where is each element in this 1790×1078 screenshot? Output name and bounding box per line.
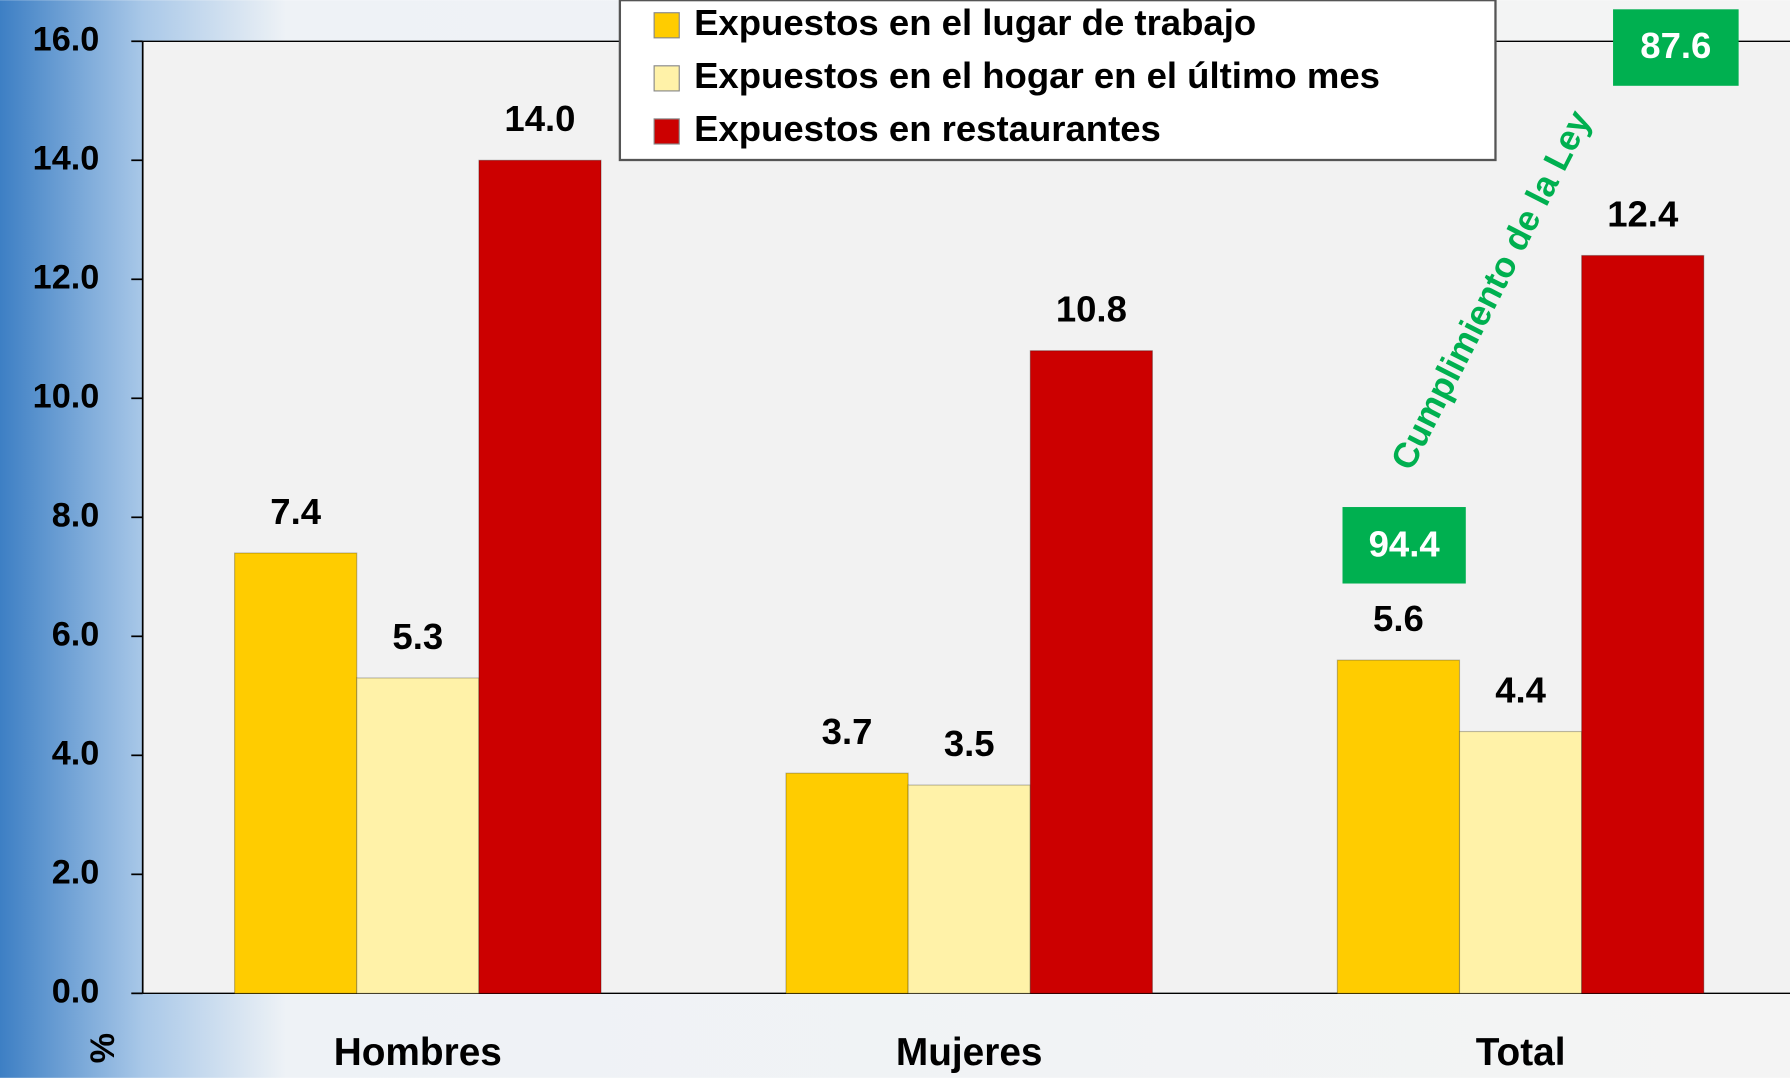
value-label: 12.4 bbox=[1607, 193, 1679, 234]
x-tick-label: Hombres bbox=[334, 1031, 502, 1074]
bar bbox=[234, 552, 358, 994]
value-label: 14.0 bbox=[504, 98, 575, 139]
y-tick-label: 4.0 bbox=[52, 734, 100, 772]
value-label: 5.6 bbox=[1373, 598, 1424, 639]
bar bbox=[1336, 659, 1461, 994]
y-tick-label: 16.0 bbox=[33, 20, 100, 58]
legend-swatch bbox=[653, 118, 680, 145]
y-tick-label: 6.0 bbox=[52, 615, 100, 653]
value-label: 7.4 bbox=[270, 491, 321, 532]
y-tick-label: 12.0 bbox=[33, 258, 100, 296]
y-tick-label: 14.0 bbox=[33, 139, 100, 177]
y-tick-label: 0.0 bbox=[52, 972, 100, 1010]
x-tick-label: Mujeres bbox=[896, 1031, 1043, 1074]
bar bbox=[478, 159, 602, 994]
value-label: 10.8 bbox=[1056, 289, 1127, 330]
legend-swatch bbox=[653, 65, 680, 92]
y-tick-label: 8.0 bbox=[52, 496, 100, 534]
legend-label: Expuestos en el hogar en el último mes bbox=[694, 55, 1380, 96]
bar bbox=[1581, 254, 1705, 994]
value-label: 3.5 bbox=[944, 723, 995, 764]
value-label: 3.7 bbox=[822, 711, 873, 752]
legend-box bbox=[618, 0, 1497, 162]
bar bbox=[356, 677, 480, 994]
bar bbox=[785, 772, 909, 994]
y-axis-label: % bbox=[84, 1033, 122, 1063]
y-tick-label: 10.0 bbox=[33, 377, 100, 415]
annotation: 87.6 bbox=[1640, 25, 1711, 66]
y-tick-label: 2.0 bbox=[52, 853, 100, 891]
annotation-box bbox=[1342, 507, 1466, 584]
value-label: 5.3 bbox=[392, 616, 443, 657]
bar bbox=[907, 784, 1031, 994]
legend-label: Expuestos en restaurantes bbox=[694, 108, 1161, 149]
bar bbox=[1029, 350, 1153, 994]
legend-label: Expuestos en el lugar de trabajo bbox=[694, 2, 1256, 43]
legend-swatch bbox=[653, 12, 680, 39]
annotation-box bbox=[1613, 9, 1739, 86]
x-tick-label: Total bbox=[1476, 1031, 1566, 1074]
value-label: 4.4 bbox=[1495, 669, 1546, 710]
bar bbox=[1458, 730, 1583, 994]
annotation: 94.4 bbox=[1369, 524, 1441, 565]
